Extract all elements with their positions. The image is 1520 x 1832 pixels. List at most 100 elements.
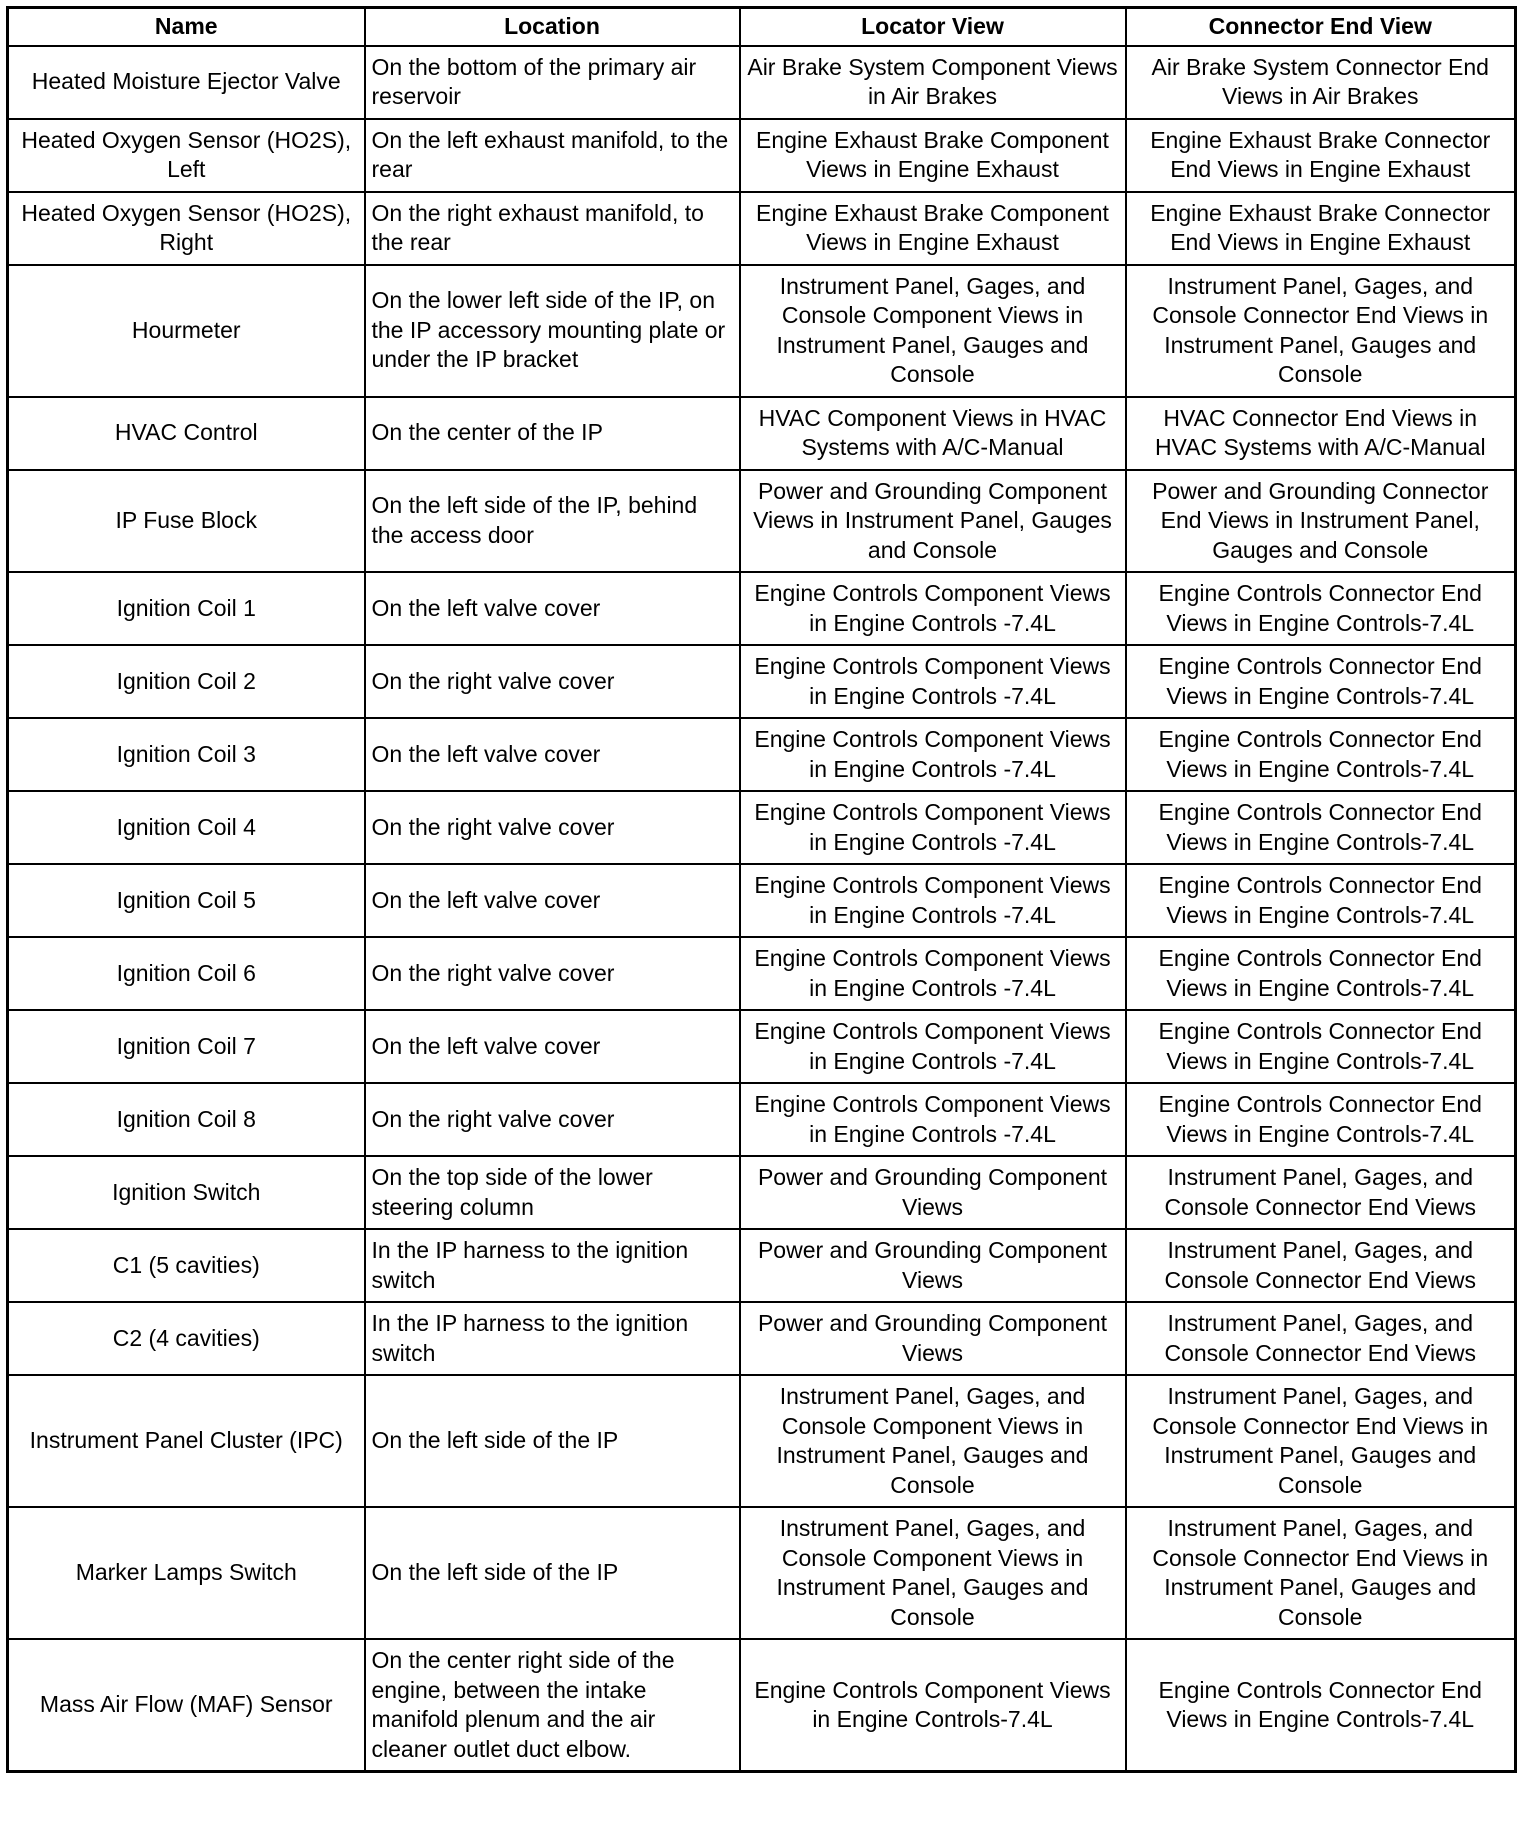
table-row: Marker Lamps Switch On the left side of t… (6, 1506, 1517, 1640)
cell-name: C1 (5 cavities) (6, 1228, 366, 1303)
cell-connector-end-view: Engine Controls Connector End Views in E… (1124, 936, 1517, 1011)
cell-connector-end-view: Engine Controls Connector End Views in E… (1124, 1009, 1517, 1084)
cell-name: Mass Air Flow (MAF) Sensor (6, 1638, 366, 1773)
cell-name: Ignition Coil 8 (6, 1082, 366, 1157)
cell-connector-end-view: Instrument Panel, Gages, and Console Con… (1124, 1374, 1517, 1508)
cell-location: In the IP harness to the ignition switch (363, 1301, 741, 1376)
cell-location: On the right valve cover (363, 790, 741, 865)
table-row: Ignition Coil 5 On the left valve cover En… (6, 863, 1517, 938)
cell-locator-view: Engine Controls Component Views in Engin… (738, 936, 1127, 1011)
cell-name: Ignition Coil 7 (6, 1009, 366, 1084)
cell-locator-view: Instrument Panel, Gages, and Console Com… (738, 263, 1127, 398)
cell-location: On the right exhaust manifold, to the re… (363, 190, 741, 266)
cell-connector-end-view: Instrument Panel, Gages, and Console Con… (1124, 263, 1517, 398)
cell-location: On the right valve cover (363, 644, 741, 719)
cell-connector-end-view: Instrument Panel, Gages, and Console Con… (1124, 1301, 1517, 1376)
cell-location: On the left valve cover (363, 1009, 741, 1084)
table-row: Ignition Coil 1 On the left valve cover En… (6, 571, 1517, 646)
table-row: C2 (4 cavities) In the IP harness to the … (6, 1301, 1517, 1376)
cell-locator-view: Power and Grounding Component Views (738, 1301, 1127, 1376)
component-locator-table: Name Location Locator View Connector End… (6, 6, 1517, 1773)
cell-name: Marker Lamps Switch (6, 1506, 366, 1640)
cell-locator-view: Engine Controls Component Views in Engin… (738, 863, 1127, 938)
cell-location: On the left exhaust manifold, to the rea… (363, 117, 741, 193)
cell-connector-end-view: Engine Controls Connector End Views in E… (1124, 790, 1517, 865)
cell-connector-end-view: Engine Controls Connector End Views in E… (1124, 644, 1517, 719)
cell-location: On the center of the IP (363, 395, 741, 471)
cell-name: C2 (4 cavities) (6, 1301, 366, 1376)
cell-name: Heated Moisture Ejector Valve (6, 44, 366, 120)
cell-name: Ignition Coil 3 (6, 717, 366, 792)
cell-name: Ignition Coil 6 (6, 936, 366, 1011)
table-row: Ignition Switch On the top side of the lo… (6, 1155, 1517, 1230)
cell-connector-end-view: Engine Exhaust Brake Connector End Views… (1124, 190, 1517, 266)
table-row: Mass Air Flow (MAF) Sensor On the center … (6, 1638, 1517, 1773)
cell-locator-view: Engine Exhaust Brake Component Views in … (738, 190, 1127, 266)
cell-location: On the left side of the IP, behind the a… (363, 468, 741, 573)
cell-location: On the left side of the IP (363, 1506, 741, 1640)
table-row: Ignition Coil 4 On the right valve cover E… (6, 790, 1517, 865)
header-location: Location (363, 6, 741, 47)
cell-name: Hourmeter (6, 263, 366, 398)
table-row: HVAC Control On the center of the IP HVAC … (6, 395, 1517, 471)
cell-locator-view: Power and Grounding Component Views (738, 1155, 1127, 1230)
cell-location: On the center right side of the engine, … (363, 1638, 741, 1773)
cell-connector-end-view: Instrument Panel, Gages, and Console Con… (1124, 1506, 1517, 1640)
cell-name: IP Fuse Block (6, 468, 366, 573)
cell-name: Heated Oxygen Sensor (HO2S), Right (6, 190, 366, 266)
table-row: Ignition Coil 6 On the right valve cover E… (6, 936, 1517, 1011)
cell-locator-view: Power and Grounding Component Views in I… (738, 468, 1127, 573)
cell-name: Ignition Coil 4 (6, 790, 366, 865)
table-row: IP Fuse Block On the left side of the IP,… (6, 468, 1517, 573)
table-row: Heated Oxygen Sensor (HO2S), Left On the … (6, 117, 1517, 193)
cell-connector-end-view: Instrument Panel, Gages, and Console Con… (1124, 1228, 1517, 1303)
cell-connector-end-view: Engine Controls Connector End Views in E… (1124, 1638, 1517, 1773)
cell-connector-end-view: Engine Exhaust Brake Connector End Views… (1124, 117, 1517, 193)
header-row: Name Location Locator View Connector End… (6, 6, 1517, 47)
cell-connector-end-view: Power and Grounding Connector End Views … (1124, 468, 1517, 573)
cell-name: Ignition Coil 2 (6, 644, 366, 719)
cell-location: On the left valve cover (363, 571, 741, 646)
cell-name: Ignition Switch (6, 1155, 366, 1230)
table-row: Hourmeter On the lower left side of the I… (6, 263, 1517, 398)
cell-location: On the left side of the IP (363, 1374, 741, 1508)
cell-location: On the left valve cover (363, 717, 741, 792)
cell-name: Instrument Panel Cluster (IPC) (6, 1374, 366, 1508)
table-row: Heated Moisture Ejector Valve On the bott… (6, 44, 1517, 120)
cell-connector-end-view: Engine Controls Connector End Views in E… (1124, 571, 1517, 646)
header-locator-view: Locator View (738, 6, 1127, 47)
cell-name: Heated Oxygen Sensor (HO2S), Left (6, 117, 366, 193)
cell-locator-view: Engine Controls Component Views in Engin… (738, 1638, 1127, 1773)
table-row: Ignition Coil 8 On the right valve cover E… (6, 1082, 1517, 1157)
cell-connector-end-view: Engine Controls Connector End Views in E… (1124, 717, 1517, 792)
cell-locator-view: HVAC Component Views in HVAC Systems wit… (738, 395, 1127, 471)
table-row: C1 (5 cavities) In the IP harness to the … (6, 1228, 1517, 1303)
cell-locator-view: Engine Controls Component Views in Engin… (738, 1082, 1127, 1157)
cell-name: HVAC Control (6, 395, 366, 471)
cell-connector-end-view: Instrument Panel, Gages, and Console Con… (1124, 1155, 1517, 1230)
cell-connector-end-view: Engine Controls Connector End Views in E… (1124, 1082, 1517, 1157)
cell-locator-view: Instrument Panel, Gages, and Console Com… (738, 1506, 1127, 1640)
table-row: Instrument Panel Cluster (IPC) On the lef… (6, 1374, 1517, 1508)
cell-locator-view: Engine Controls Component Views in Engin… (738, 571, 1127, 646)
cell-location: On the top side of the lower steering co… (363, 1155, 741, 1230)
cell-connector-end-view: Engine Controls Connector End Views in E… (1124, 863, 1517, 938)
table-row: Ignition Coil 3 On the left valve cover En… (6, 717, 1517, 792)
cell-connector-end-view: Air Brake System Connector End Views in … (1124, 44, 1517, 120)
header-name: Name (6, 6, 366, 47)
cell-locator-view: Engine Exhaust Brake Component Views in … (738, 117, 1127, 193)
cell-locator-view: Engine Controls Component Views in Engin… (738, 717, 1127, 792)
cell-location: In the IP harness to the ignition switch (363, 1228, 741, 1303)
header-connector-end-view: Connector End View (1124, 6, 1517, 47)
cell-location: On the lower left side of the IP, on the… (363, 263, 741, 398)
table-row: Heated Oxygen Sensor (HO2S), Right On the… (6, 190, 1517, 266)
cell-location: On the left valve cover (363, 863, 741, 938)
cell-location: On the right valve cover (363, 936, 741, 1011)
cell-locator-view: Power and Grounding Component Views (738, 1228, 1127, 1303)
cell-location: On the bottom of the primary air reservo… (363, 44, 741, 120)
cell-locator-view: Instrument Panel, Gages, and Console Com… (738, 1374, 1127, 1508)
table-row: Ignition Coil 2 On the right valve cover E… (6, 644, 1517, 719)
cell-locator-view: Engine Controls Component Views in Engin… (738, 1009, 1127, 1084)
cell-locator-view: Air Brake System Component Views in Air … (738, 44, 1127, 120)
cell-locator-view: Engine Controls Component Views in Engin… (738, 790, 1127, 865)
